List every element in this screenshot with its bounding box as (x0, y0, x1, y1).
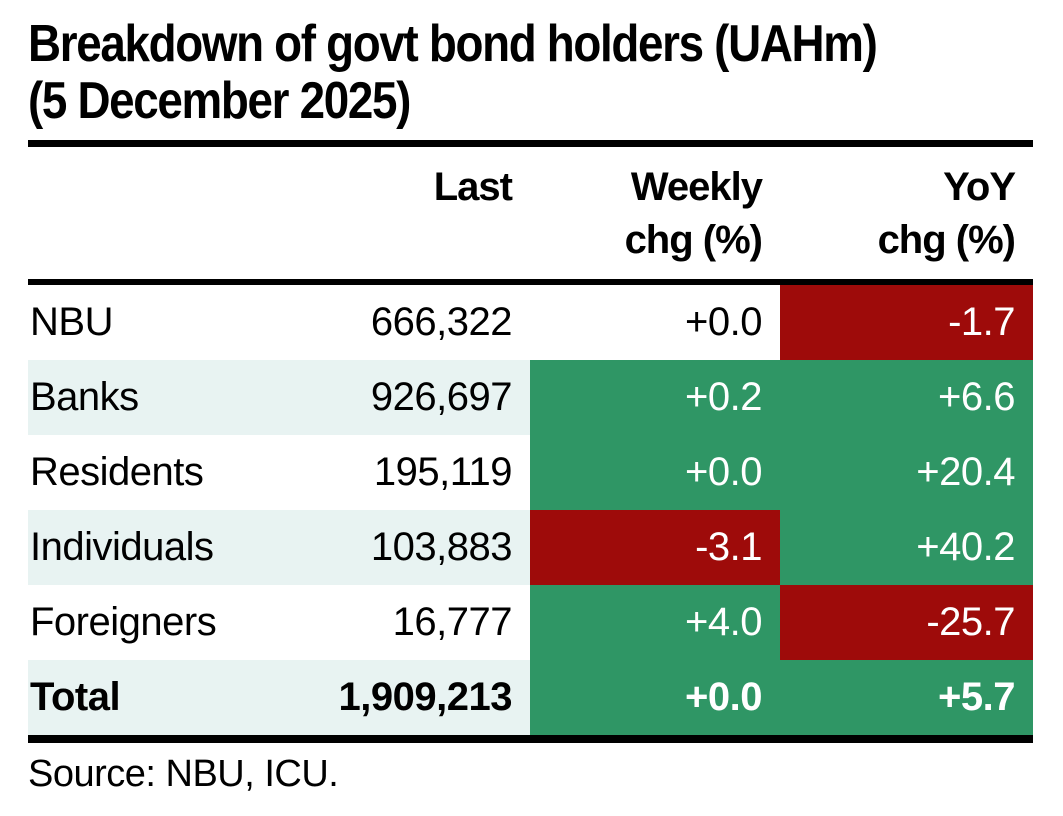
row-last-value: 1,909,213 (280, 660, 530, 735)
row-yoy-chg: +5.7 (780, 660, 1033, 735)
table-row: Total 1,909,213 +0.0 +5.7 (28, 660, 1033, 735)
table-row: Foreigners 16,777 +4.0 -25.7 (28, 585, 1033, 660)
row-last-value: 195,119 (373, 450, 513, 494)
page-title-line1: Breakdown of govt bond holders (UAHm) (28, 15, 878, 73)
row-last-value: 666,322 (370, 300, 513, 344)
row-weekly-chg: +4.0 (530, 585, 780, 660)
row-label: Banks (28, 360, 280, 435)
row-last-value: 103,883 (280, 510, 530, 585)
row-yoy-chg: -25.7 (780, 585, 1033, 660)
row-label: Total (28, 660, 280, 735)
header-yoy-line2: chg (%) (877, 218, 1016, 262)
header-last-line1: Last (433, 165, 513, 209)
row-yoy-chg: -1.7 (780, 285, 1033, 360)
title-divider (28, 140, 1033, 147)
source-note: Source: NBU, ICU. (28, 753, 339, 795)
row-label: Foreigners (30, 600, 217, 644)
header-divider (28, 279, 1033, 285)
table-row: Banks 926,697 +0.2 +6.6 (28, 360, 1033, 435)
header-weekly-chg: Weekly chg (%) (530, 147, 780, 279)
table-body: NBU 666,322 +0.0 -1.7 Banks 926,697 +0.2… (28, 285, 1033, 735)
report-figure: Breakdown of govt bond holders (UAHm) (5… (28, 16, 1033, 795)
header-weekly-line2: chg (%) (624, 218, 763, 262)
row-weekly-chg: -3.1 (530, 510, 780, 585)
row-yoy-chg: +40.2 (780, 510, 1033, 585)
header-spacer (28, 147, 280, 279)
row-weekly-chg: +0.0 (685, 300, 762, 344)
header-last: Last (280, 147, 530, 279)
row-yoy-chg: +20.4 (780, 435, 1033, 510)
row-label: NBU (30, 300, 113, 344)
row-weekly-chg: +0.2 (530, 360, 780, 435)
header-yoy-line1: YoY (943, 165, 1016, 209)
row-label: Residents (30, 450, 204, 494)
table-bottom-divider (28, 735, 1033, 743)
table-row: NBU 666,322 +0.0 -1.7 (28, 285, 1033, 360)
table-row: Individuals 103,883 -3.1 +40.2 (28, 510, 1033, 585)
header-yoy-chg: YoY chg (%) (780, 147, 1033, 279)
row-yoy-chg: +6.6 (780, 360, 1033, 435)
row-label: Individuals (28, 510, 280, 585)
row-last-value: 16,777 (392, 600, 513, 644)
table-row: Residents 195,119 +0.0 +20.4 (28, 435, 1033, 510)
page-title: Breakdown of govt bond holders (UAHm) (5… (28, 16, 912, 130)
table-header-row: Last Weekly chg (%) YoY chg (%) (28, 147, 1033, 279)
row-weekly-chg: +0.0 (530, 660, 780, 735)
row-weekly-chg: +0.0 (530, 435, 780, 510)
row-last-value: 926,697 (280, 360, 530, 435)
header-weekly-line1: Weekly (630, 165, 763, 209)
page-title-line2: (5 December 2025) (28, 72, 411, 130)
